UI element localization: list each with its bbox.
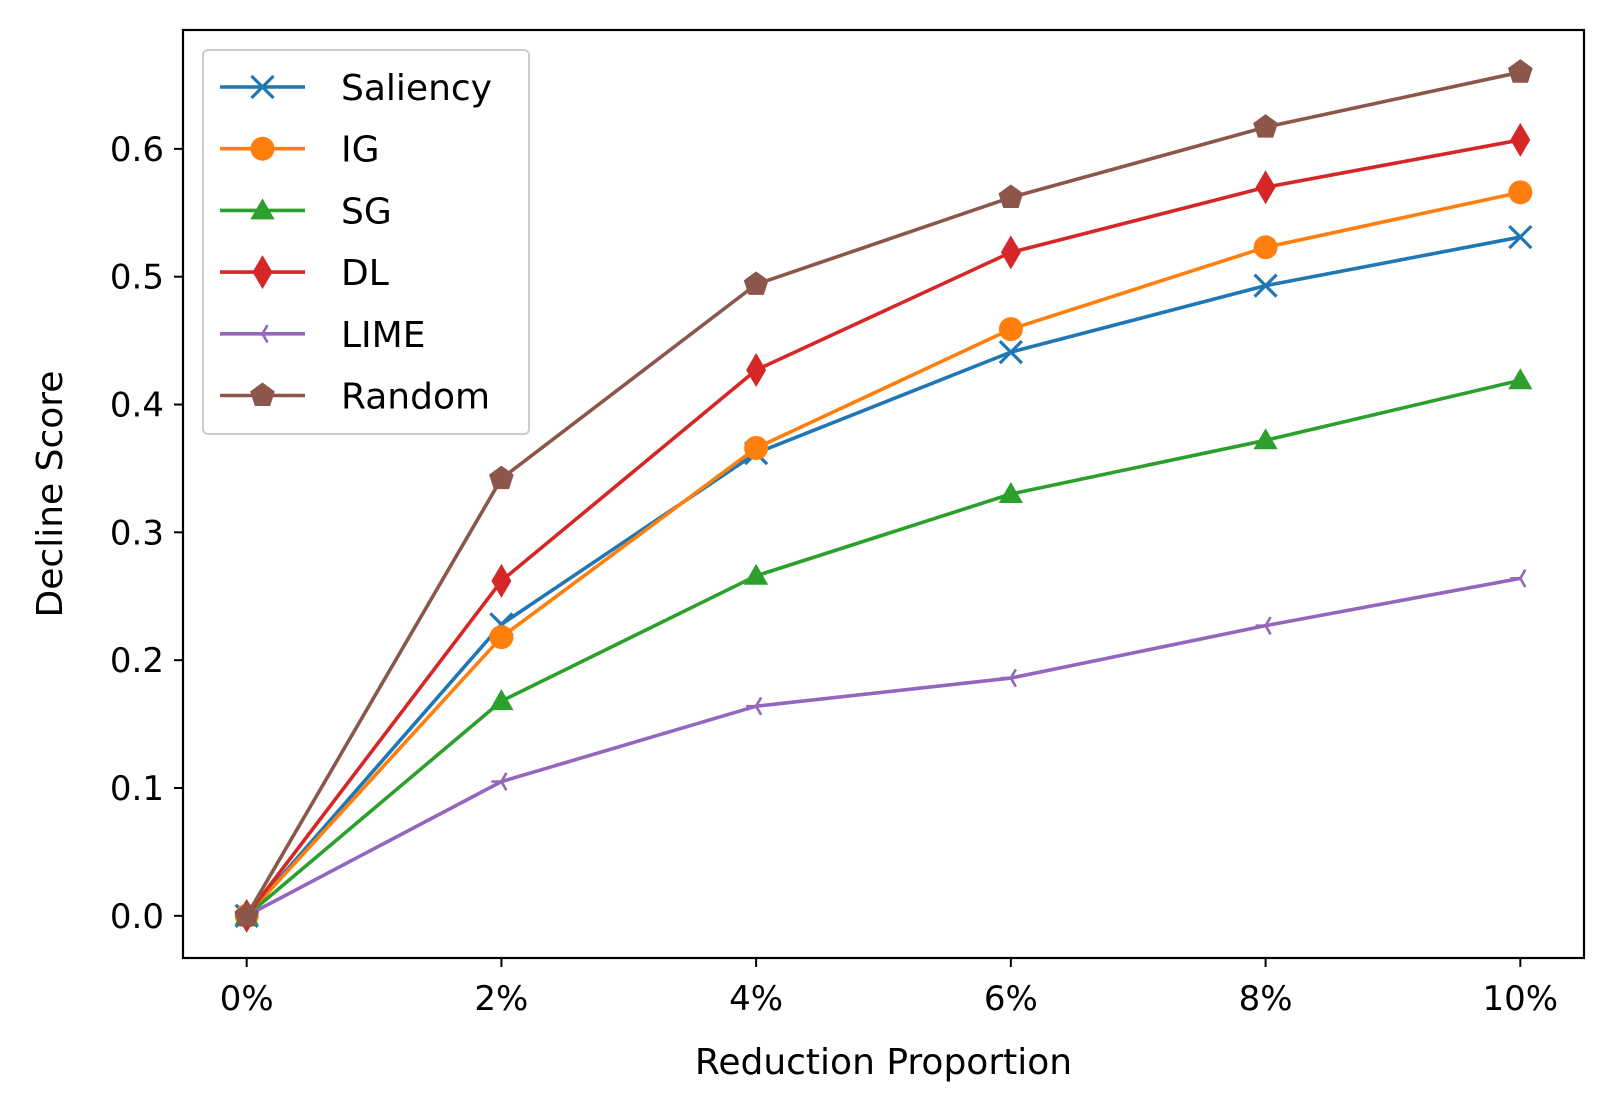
data-point-random-3 xyxy=(998,184,1024,208)
data-point-random-2 xyxy=(743,271,769,295)
legend-marker-dl xyxy=(252,255,273,290)
x-axis: 0% 2% 4% 6% 8% 10% xyxy=(220,958,1558,1019)
y-tick-label: 0.0 xyxy=(110,897,164,937)
data-point-sg-2 xyxy=(744,563,769,585)
legend-marker-random xyxy=(250,382,275,407)
data-point-dl-1 xyxy=(491,563,512,598)
y-tick-label: 0.2 xyxy=(110,641,164,681)
legend-marker-lime xyxy=(252,324,269,344)
legend-item-ig: IG xyxy=(220,130,380,171)
chart-marks xyxy=(234,59,1533,933)
data-point-ig-1 xyxy=(489,625,514,650)
y-tick-label: 0.4 xyxy=(110,386,164,426)
series-line-random xyxy=(244,70,1523,918)
x-tick-label: 2% xyxy=(474,979,528,1019)
data-point-ig-2 xyxy=(744,435,769,460)
legend-marker-sg xyxy=(250,198,275,220)
series-lime xyxy=(236,569,1527,926)
series-line-saliency xyxy=(244,235,1523,918)
series-ig xyxy=(234,180,1533,928)
legend-label-sg: SG xyxy=(341,191,392,232)
plot-frame xyxy=(181,28,1586,960)
data-point-dl-2 xyxy=(746,353,767,388)
x-tick-label: 8% xyxy=(1239,979,1293,1019)
legend-label-saliency: Saliency xyxy=(341,68,492,109)
series-line-ig xyxy=(244,190,1523,918)
legend-item-random: Random xyxy=(220,377,490,418)
legend-box xyxy=(202,49,530,435)
data-point-lime-4 xyxy=(1255,616,1272,635)
y-tick-label: 0.3 xyxy=(110,513,164,553)
data-point-ig-5 xyxy=(1508,180,1533,205)
series-random xyxy=(234,59,1533,927)
legend-item-saliency: Saliency xyxy=(220,68,492,109)
legend-label-random: Random xyxy=(341,377,490,418)
data-point-random-4 xyxy=(1253,114,1278,138)
y-tick-label: 0.5 xyxy=(110,258,164,298)
series-line-dl xyxy=(244,138,1523,918)
legend-marker-saliency xyxy=(250,74,275,100)
data-point-sg-5 xyxy=(1508,368,1533,390)
data-point-random-0 xyxy=(234,902,260,927)
data-point-random-5 xyxy=(1507,59,1533,83)
data-point-ig-3 xyxy=(998,317,1023,342)
y-tick-label: 0.1 xyxy=(110,769,164,809)
x-tick-label: 10% xyxy=(1483,979,1559,1019)
legend-item-sg: SG xyxy=(220,191,392,232)
series-line-lime xyxy=(244,576,1523,918)
data-point-saliency-4 xyxy=(1253,273,1278,298)
data-point-lime-3 xyxy=(1000,668,1017,688)
legend-label-lime: LIME xyxy=(341,315,425,356)
legend-label-dl: DL xyxy=(341,253,389,294)
y-tick-label: 0.6 xyxy=(110,130,164,170)
data-point-dl-4 xyxy=(1255,170,1276,205)
data-point-saliency-5 xyxy=(1508,224,1533,250)
data-point-dl-5 xyxy=(1510,122,1531,157)
legend: Saliency IG SG DL LIME Random xyxy=(202,49,530,435)
data-point-sg-4 xyxy=(1253,428,1278,450)
x-axis-label: Reduction Proportion xyxy=(695,1042,1072,1083)
y-axis-label: Decline Score xyxy=(30,371,71,618)
data-point-lime-2 xyxy=(746,696,763,716)
legend-label-ig: IG xyxy=(341,130,380,171)
legend-marker-ig xyxy=(250,136,275,161)
x-tick-label: 6% xyxy=(984,979,1038,1019)
series-sg xyxy=(234,368,1533,925)
data-point-dl-3 xyxy=(1000,235,1021,270)
data-point-random-1 xyxy=(489,465,514,490)
data-point-sg-3 xyxy=(998,482,1023,503)
series-line-sg xyxy=(244,378,1523,918)
x-tick-label: 0% xyxy=(220,979,274,1019)
data-point-ig-4 xyxy=(1253,235,1278,260)
x-tick-label: 4% xyxy=(729,979,783,1019)
legend-item-dl: DL xyxy=(220,253,389,294)
data-point-lime-1 xyxy=(491,772,508,791)
data-point-lime-5 xyxy=(1510,569,1527,588)
y-axis: 0.0 0.1 0.2 0.3 0.4 0.5 0.6 xyxy=(110,130,183,937)
data-point-sg-1 xyxy=(489,689,514,711)
data-point-saliency-3 xyxy=(998,339,1023,365)
legend-item-lime: LIME xyxy=(220,315,425,356)
